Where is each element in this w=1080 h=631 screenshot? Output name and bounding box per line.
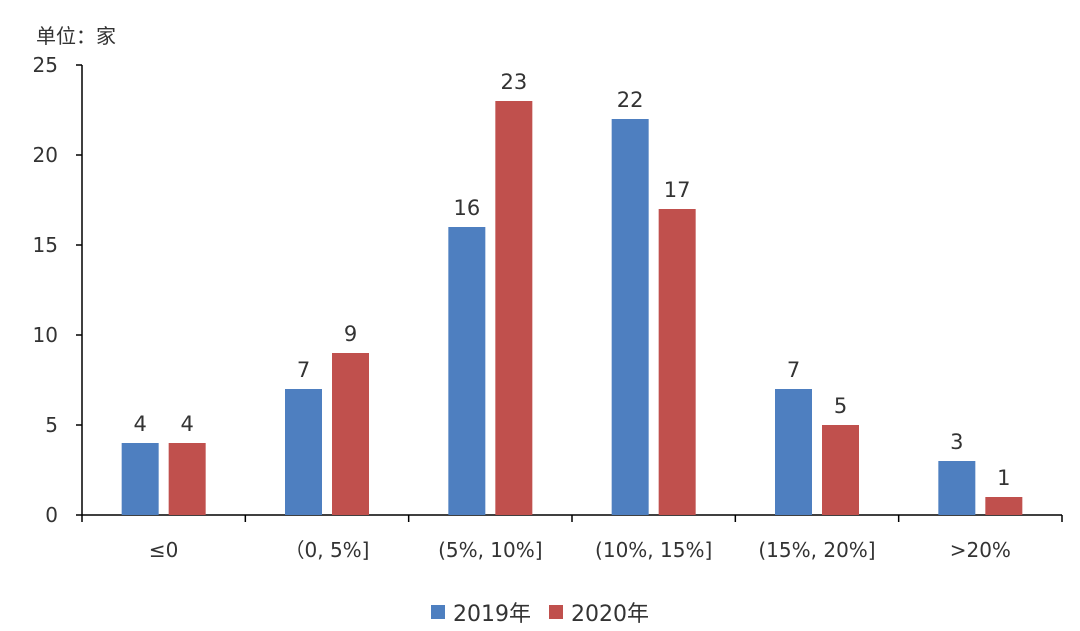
data-label: 3 bbox=[950, 430, 963, 454]
y-tick-label: 0 bbox=[45, 503, 58, 527]
unit-label: 单位：家 bbox=[36, 24, 116, 48]
legend-swatch-2019 bbox=[431, 605, 445, 619]
data-label: 16 bbox=[453, 196, 480, 220]
bar bbox=[332, 353, 369, 515]
x-tick-label: (10%, 15%] bbox=[595, 538, 712, 562]
y-tick-label: 20 bbox=[33, 143, 58, 167]
y-tick-label: 15 bbox=[33, 233, 58, 257]
data-label: 22 bbox=[617, 88, 644, 112]
y-tick-label: 10 bbox=[33, 323, 58, 347]
y-tick-label: 5 bbox=[45, 413, 58, 437]
bar bbox=[658, 209, 696, 515]
x-tick-label: >20% bbox=[950, 538, 1011, 562]
data-label: 9 bbox=[344, 322, 357, 346]
data-label: 7 bbox=[787, 358, 800, 382]
bar bbox=[985, 497, 1023, 515]
x-tick-label: ≤0 bbox=[149, 538, 178, 562]
legend-swatch-2020 bbox=[549, 605, 563, 619]
bar bbox=[611, 119, 649, 515]
x-tick-label: (5%, 10%] bbox=[438, 538, 543, 562]
bar bbox=[938, 461, 976, 515]
data-label: 23 bbox=[500, 70, 527, 94]
bar bbox=[448, 227, 486, 515]
data-label: 1 bbox=[997, 466, 1010, 490]
bar bbox=[495, 101, 533, 515]
bar bbox=[121, 443, 159, 515]
bar bbox=[168, 443, 206, 515]
data-label: 17 bbox=[664, 178, 691, 202]
data-label: 4 bbox=[133, 412, 146, 436]
data-label: 5 bbox=[834, 394, 847, 418]
legend: 2019年 2020年 bbox=[0, 596, 1080, 628]
x-tick-label: (15%, 20%] bbox=[758, 538, 875, 562]
x-tick-label: （0, 5%] bbox=[285, 538, 370, 562]
legend-item-2020: 2020年 bbox=[549, 596, 649, 628]
legend-item-2019: 2019年 bbox=[431, 596, 531, 628]
y-tick-label: 25 bbox=[33, 53, 58, 77]
data-label: 4 bbox=[180, 412, 193, 436]
bars bbox=[121, 101, 1023, 515]
bar bbox=[822, 425, 859, 515]
bar bbox=[285, 389, 322, 515]
labels: ≤0 （0, 5%] (5%, 10%] (10%, 15%] (15%, 20%] >2… bbox=[133, 70, 1010, 562]
data-label: 7 bbox=[297, 358, 310, 382]
legend-label-2019: 2019年 bbox=[453, 602, 531, 627]
bar bbox=[775, 389, 812, 515]
legend-label-2020: 2020年 bbox=[571, 602, 649, 627]
